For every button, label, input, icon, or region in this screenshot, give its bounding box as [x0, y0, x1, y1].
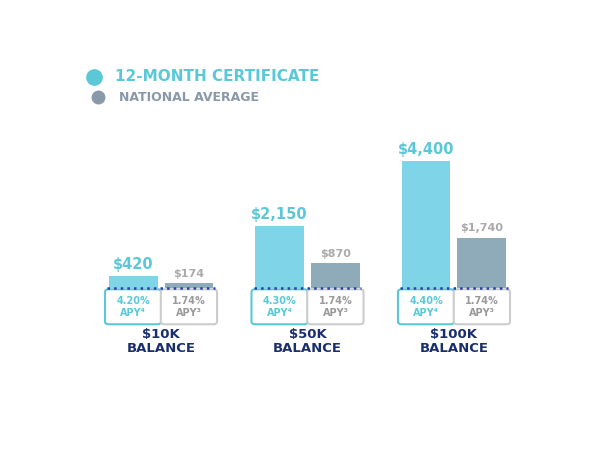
Text: 1.74%
APY³: 1.74% APY³: [319, 296, 352, 318]
FancyBboxPatch shape: [164, 283, 214, 288]
Text: 1.74%
APY³: 1.74% APY³: [172, 296, 206, 318]
Text: 4.30%
APY⁴: 4.30% APY⁴: [263, 296, 296, 318]
Text: $870: $870: [320, 248, 351, 259]
FancyBboxPatch shape: [454, 289, 510, 324]
FancyBboxPatch shape: [401, 161, 451, 288]
Text: $1,740: $1,740: [460, 224, 503, 234]
FancyBboxPatch shape: [255, 226, 304, 288]
Text: $174: $174: [173, 269, 205, 279]
Text: 12-MONTH CERTIFICATE: 12-MONTH CERTIFICATE: [115, 69, 319, 84]
FancyBboxPatch shape: [398, 289, 454, 324]
Text: 1.74%
APY³: 1.74% APY³: [465, 296, 499, 318]
FancyBboxPatch shape: [307, 289, 364, 324]
Text: 4.40%
APY⁴: 4.40% APY⁴: [409, 296, 443, 318]
FancyBboxPatch shape: [161, 289, 217, 324]
Text: $4,400: $4,400: [398, 142, 454, 157]
FancyBboxPatch shape: [109, 276, 158, 288]
Text: $50K
BALANCE: $50K BALANCE: [273, 328, 342, 355]
FancyBboxPatch shape: [311, 263, 360, 288]
Text: $100K
BALANCE: $100K BALANCE: [419, 328, 488, 355]
FancyBboxPatch shape: [457, 238, 506, 288]
Text: $2,150: $2,150: [251, 207, 308, 222]
FancyBboxPatch shape: [251, 289, 308, 324]
FancyBboxPatch shape: [105, 289, 161, 324]
Text: $10K
BALANCE: $10K BALANCE: [127, 328, 196, 355]
Text: 4.20%
APY⁴: 4.20% APY⁴: [116, 296, 150, 318]
Text: $420: $420: [113, 256, 154, 272]
Text: NATIONAL AVERAGE: NATIONAL AVERAGE: [119, 91, 259, 104]
